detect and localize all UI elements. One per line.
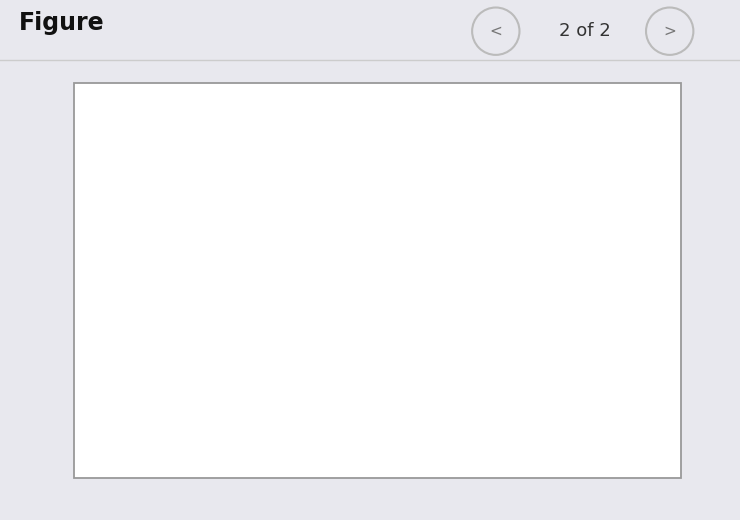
Text: Hybridization of Carbon: Hybridization of Carbon bbox=[254, 121, 501, 140]
Text: 2 of 2: 2 of 2 bbox=[559, 22, 610, 40]
Text: <: < bbox=[489, 24, 502, 38]
Text: Figure: Figure bbox=[18, 11, 104, 35]
Text: $sp^3$: $sp^3$ bbox=[342, 326, 388, 362]
Text: >: > bbox=[663, 24, 676, 38]
